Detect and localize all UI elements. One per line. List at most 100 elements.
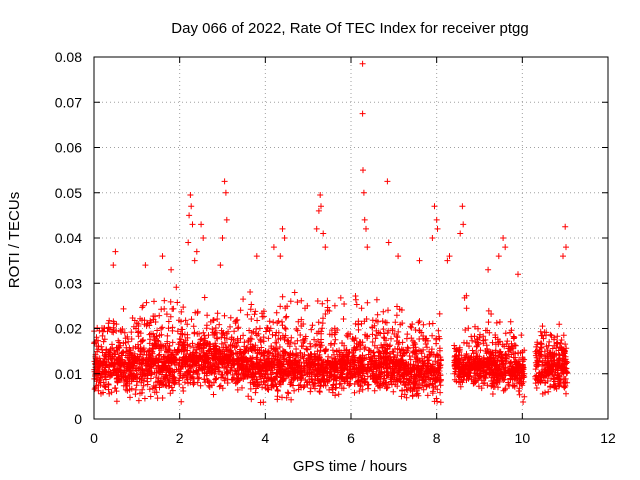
data-point: [270, 319, 277, 326]
data-point: [133, 382, 140, 389]
data-point: [250, 328, 257, 335]
data-point: [437, 362, 444, 368]
data-point: [98, 343, 105, 350]
data-point: [264, 325, 271, 332]
data-point: [106, 317, 113, 324]
data-point: [435, 352, 442, 359]
data-point: [403, 376, 410, 383]
data-point: [167, 390, 174, 397]
data-point: [434, 359, 441, 366]
data-point: [197, 382, 204, 389]
data-point: [158, 306, 165, 313]
data-point: [412, 348, 419, 355]
data-point: [272, 339, 279, 346]
data-point: [103, 353, 110, 360]
data-point: [220, 344, 227, 351]
data-point: [375, 352, 382, 359]
data-point: [128, 336, 135, 342]
data-point: [501, 365, 508, 372]
data-point: [485, 319, 492, 326]
data-point: [502, 330, 509, 337]
data-point: [98, 390, 104, 397]
data-point: [204, 364, 211, 371]
data-point: [134, 329, 141, 336]
data-point: [276, 344, 283, 350]
data-point: [465, 325, 472, 332]
data-point: [408, 324, 415, 331]
data-point: [411, 386, 418, 393]
data-point: [383, 358, 390, 365]
data-point: [426, 351, 433, 358]
data-point: [300, 384, 307, 391]
data-point: [282, 314, 289, 321]
data-point: [170, 379, 177, 386]
data-point: [352, 320, 359, 327]
data-point: [343, 332, 350, 339]
data-point: [234, 386, 241, 393]
data-point: [309, 379, 316, 386]
data-point: [300, 321, 307, 327]
data-point: [470, 350, 477, 357]
data-point: [264, 355, 270, 362]
data-point: [363, 354, 370, 361]
data-point: [137, 315, 144, 322]
data-point: [248, 316, 255, 322]
data-point: [394, 345, 401, 352]
data-point: [162, 367, 169, 374]
data-point: [149, 356, 156, 363]
data-point: [434, 352, 441, 359]
data-point: [366, 347, 373, 354]
data-point: [98, 360, 105, 367]
data-point: [361, 345, 368, 352]
data-point: [248, 396, 255, 403]
data-point: [463, 305, 470, 312]
data-point: [424, 344, 430, 351]
data-point: [159, 324, 166, 331]
data-point: [218, 360, 225, 367]
data-point: [346, 348, 353, 355]
y-tick-label: 0.04: [55, 230, 82, 246]
data-point: [99, 332, 106, 339]
data-point: [299, 353, 306, 360]
data-point: [279, 347, 286, 354]
data-point: [492, 334, 499, 341]
data-point: [416, 318, 423, 325]
data-point: [138, 361, 145, 368]
data-point: [179, 326, 186, 333]
data-point: [420, 335, 427, 342]
y-axis-label: ROTI / TECUs: [6, 192, 23, 288]
data-point: [427, 366, 434, 373]
data-point: [455, 379, 462, 386]
data-point: [315, 355, 322, 362]
data-point: [302, 305, 308, 312]
data-point: [420, 386, 427, 393]
data-point: [390, 374, 397, 381]
data-point: [229, 371, 236, 378]
data-point: [337, 361, 344, 368]
data-point: [212, 342, 219, 349]
data-point: [121, 329, 128, 336]
data-point: [291, 387, 298, 394]
data-point: [207, 361, 213, 368]
data-point: [152, 343, 159, 350]
data-point: [235, 339, 242, 346]
data-point: [187, 363, 194, 370]
data-point: [132, 374, 139, 381]
data-point: [355, 359, 362, 366]
data-point: [232, 350, 239, 356]
data-point: [402, 362, 409, 369]
data-point: [187, 343, 194, 350]
data-point: [308, 351, 315, 358]
data-point: [307, 340, 314, 347]
data-point: [277, 303, 284, 310]
data-point: [337, 294, 344, 301]
data-point: [118, 373, 125, 380]
data-point: [127, 394, 133, 401]
data-point: [364, 299, 371, 306]
data-point: [113, 321, 120, 328]
data-point: [231, 367, 238, 374]
data-point: [341, 378, 348, 385]
data-point: [287, 339, 294, 346]
